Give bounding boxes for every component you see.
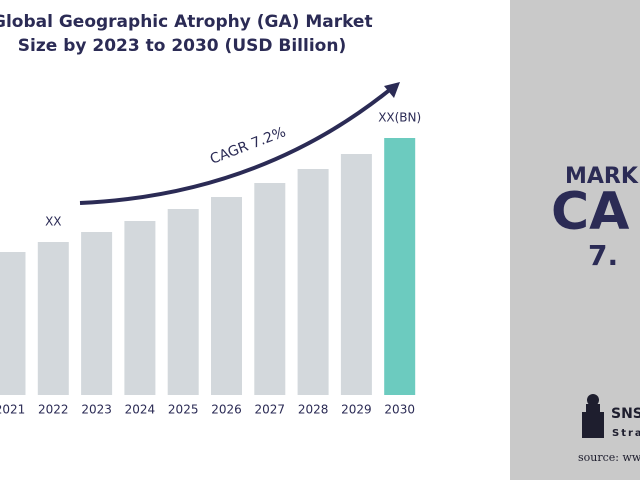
x-tick-label: 2028 — [298, 403, 329, 417]
logo-sub: Stra — [612, 428, 640, 439]
logo-name: SNS — [611, 406, 640, 422]
market-label: MARK — [565, 164, 639, 189]
bar — [340, 154, 372, 395]
bar — [0, 252, 26, 395]
bar — [384, 138, 416, 395]
arrow-head — [384, 82, 400, 98]
chart-title: Global Geographic Atrophy (GA) Market — [0, 12, 373, 32]
bar — [167, 209, 199, 395]
source: source: www — [578, 451, 640, 464]
chart-subtitle: Size by 2023 to 2030 (USD Billion) — [18, 36, 346, 56]
bar — [297, 169, 329, 395]
x-tick-label: 2030 — [384, 403, 415, 417]
x-tick-label: 2027 — [255, 403, 286, 417]
bar — [211, 197, 242, 395]
x-tick-label: 2022 — [38, 403, 69, 417]
x-tick-label: 2025 — [168, 403, 199, 417]
x-tick-label: 2023 — [81, 403, 112, 417]
bar — [37, 242, 69, 395]
x-tick-label: 2024 — [125, 403, 156, 417]
value-label: XX(BN) — [378, 111, 421, 125]
x-tick-label: 2026 — [211, 403, 242, 417]
x-tick-label: 2029 — [341, 403, 372, 417]
cagr-arrow — [79, 86, 394, 205]
side-panel — [510, 0, 640, 480]
cagr-label: CA — [551, 182, 629, 242]
cagr-value: 7. — [588, 239, 618, 272]
bar — [81, 232, 113, 395]
bar — [124, 221, 156, 395]
value-label: XX — [45, 215, 61, 229]
bar — [254, 183, 286, 395]
x-tick-label: 2021 — [0, 403, 25, 417]
logo-icon — [582, 394, 604, 438]
